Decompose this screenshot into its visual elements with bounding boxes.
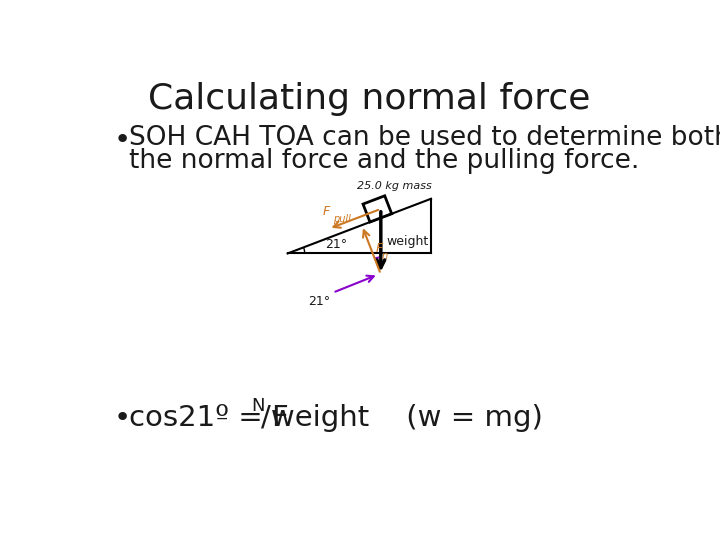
Text: SOH CAH TOA can be used to determine both: SOH CAH TOA can be used to determine bot… bbox=[129, 125, 720, 151]
Text: 25.0 kg mass: 25.0 kg mass bbox=[357, 181, 432, 191]
Text: n: n bbox=[382, 252, 387, 261]
Text: F: F bbox=[323, 205, 330, 218]
Text: F: F bbox=[375, 242, 382, 255]
Text: 21°: 21° bbox=[325, 238, 347, 251]
Text: pull: pull bbox=[333, 214, 351, 224]
Text: •: • bbox=[113, 403, 130, 431]
Text: Calculating normal force: Calculating normal force bbox=[148, 82, 590, 116]
Text: N: N bbox=[251, 397, 265, 415]
Text: cos21º = F: cos21º = F bbox=[129, 403, 289, 431]
Text: the normal force and the pulling force.: the normal force and the pulling force. bbox=[129, 148, 639, 174]
Text: •: • bbox=[113, 126, 130, 154]
Text: /weight    (w = mg): /weight (w = mg) bbox=[261, 403, 543, 431]
Text: 21°: 21° bbox=[308, 295, 330, 308]
Text: weight: weight bbox=[386, 235, 428, 248]
